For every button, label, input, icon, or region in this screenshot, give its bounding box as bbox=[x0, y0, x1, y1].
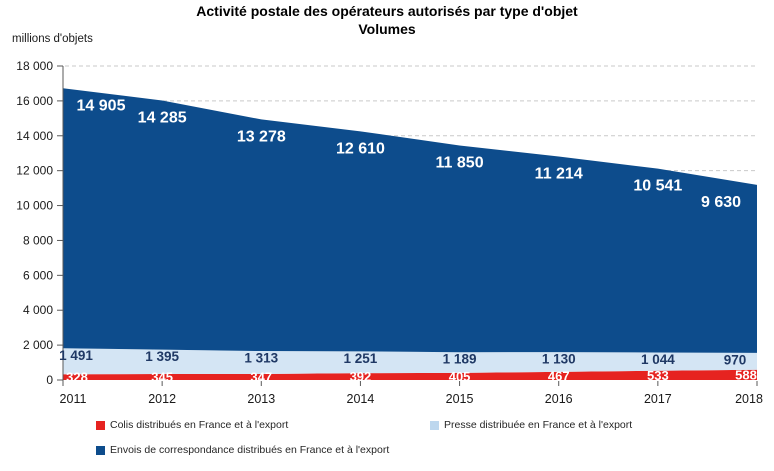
y-axis-tick-label: 12 000 bbox=[16, 164, 53, 178]
area-series-2 bbox=[63, 88, 757, 353]
data-label-series-0: 467 bbox=[548, 368, 570, 383]
legend-item-envois: Envois de correspondance distribués en F… bbox=[96, 444, 389, 456]
data-label-series-0: 347 bbox=[250, 369, 272, 384]
y-axis-tick-label: 0 bbox=[46, 373, 53, 387]
area-series-0 bbox=[63, 369, 757, 380]
data-label-series-2: 11 850 bbox=[436, 154, 484, 171]
legend-item-colis: Colis distribués en France et à l'export bbox=[96, 419, 288, 431]
chart-title: Activité postale des opérateurs autorisé… bbox=[196, 3, 578, 19]
x-axis-tick-label: 2013 bbox=[247, 392, 275, 406]
data-label-series-0: 345 bbox=[151, 369, 173, 384]
data-label-series-2: 14 905 bbox=[77, 97, 126, 114]
data-label-series-2: 10 541 bbox=[633, 178, 682, 195]
data-label-series-2: 14 285 bbox=[138, 109, 187, 126]
data-label-series-1: 1 044 bbox=[641, 352, 675, 367]
data-label-series-2: 11 214 bbox=[535, 166, 583, 183]
x-axis-tick-label: 2011 bbox=[60, 392, 87, 406]
data-label-series-2: 12 610 bbox=[336, 140, 385, 157]
y-axis-tick-label: 6 000 bbox=[23, 268, 53, 282]
x-axis-tick-label: 2014 bbox=[347, 392, 375, 406]
x-axis-tick-label: 2018 bbox=[735, 392, 763, 406]
data-label-series-1: 1 395 bbox=[145, 349, 179, 364]
legend-label-envois: Envois de correspondance distribués en F… bbox=[110, 444, 390, 456]
data-label-series-1: 1 491 bbox=[59, 348, 93, 363]
x-axis-tick-label: 2012 bbox=[148, 392, 176, 406]
legend-label-colis: Colis distribués en France et à l'export bbox=[110, 419, 289, 431]
y-axis-tick-label: 10 000 bbox=[16, 199, 53, 213]
data-label-series-0: 405 bbox=[449, 369, 471, 384]
data-label-series-1: 970 bbox=[724, 352, 747, 367]
y-axis-unit-label: millions d'objets bbox=[12, 33, 93, 45]
data-label-series-0: 392 bbox=[350, 369, 372, 384]
data-label-series-0: 533 bbox=[647, 368, 669, 383]
y-axis-tick-label: 18 000 bbox=[16, 59, 53, 73]
y-axis-tick-label: 8 000 bbox=[23, 233, 53, 247]
y-axis-tick-label: 16 000 bbox=[16, 94, 53, 108]
legend-swatch-colis bbox=[96, 420, 105, 430]
chart-subtitle: Volumes bbox=[358, 21, 416, 37]
data-label-series-0: 328 bbox=[66, 370, 88, 385]
data-label-series-1: 1 189 bbox=[443, 352, 477, 367]
data-label-series-1: 1 251 bbox=[344, 351, 378, 366]
y-axis-tick-label: 4 000 bbox=[23, 303, 53, 317]
data-label-series-1: 1 313 bbox=[244, 351, 278, 366]
x-axis-tick-label: 2015 bbox=[446, 392, 474, 406]
data-label-series-2: 9 630 bbox=[701, 194, 741, 211]
legend-swatch-envois bbox=[96, 445, 105, 455]
data-label-series-0: 588 bbox=[735, 367, 757, 382]
y-axis-tick-label: 2 000 bbox=[23, 338, 53, 352]
area-series-1 bbox=[63, 348, 757, 375]
x-axis-tick-label: 2016 bbox=[545, 392, 573, 406]
data-label-series-1: 1 130 bbox=[542, 352, 576, 367]
data-label-series-2: 13 278 bbox=[237, 128, 286, 145]
legend-swatch-presse bbox=[430, 420, 439, 430]
legend-item-presse: Presse distribuée en France et à l'expor… bbox=[430, 419, 632, 431]
legend-label-presse: Presse distribuée en France et à l'expor… bbox=[444, 419, 633, 431]
y-axis-tick-label: 14 000 bbox=[16, 129, 53, 143]
x-axis-tick-label: 2017 bbox=[644, 392, 672, 406]
